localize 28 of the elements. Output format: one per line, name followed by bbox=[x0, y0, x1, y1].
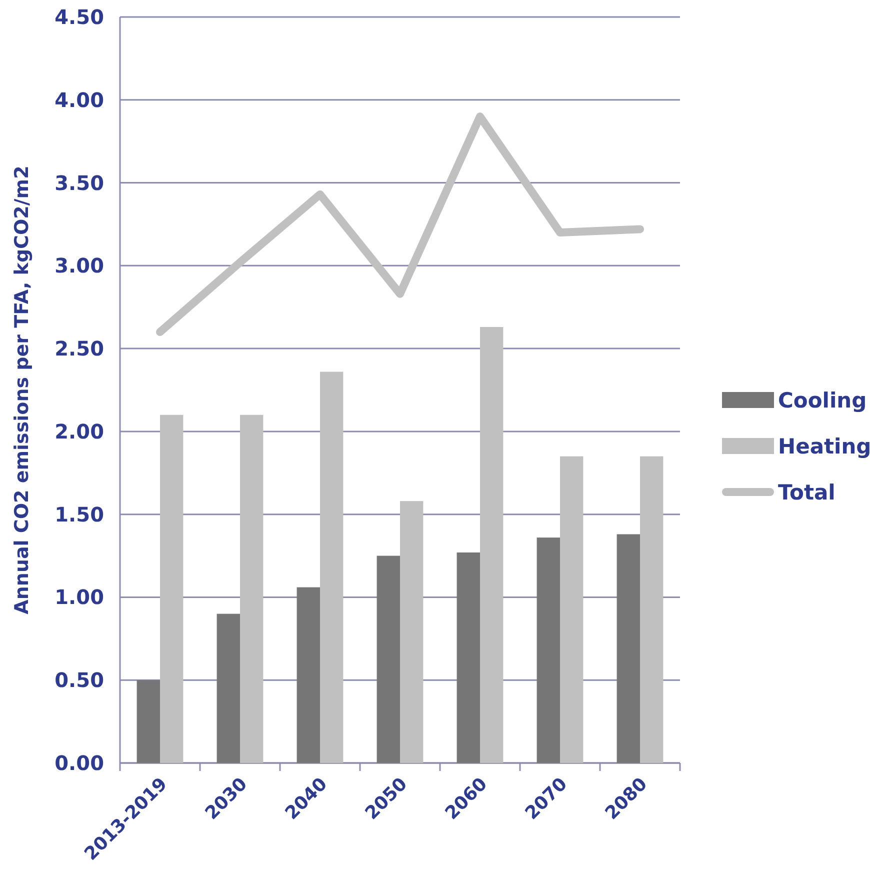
y-tick-label: 2.00 bbox=[54, 419, 104, 444]
bar bbox=[136, 680, 160, 763]
y-tick-label: 0.50 bbox=[54, 668, 104, 692]
bar bbox=[400, 501, 424, 763]
y-tick-label: 3.50 bbox=[54, 170, 104, 195]
y-tick-label: 1.00 bbox=[54, 585, 104, 610]
bar bbox=[376, 556, 400, 763]
bar bbox=[616, 534, 640, 763]
legend-label: Total bbox=[778, 480, 836, 504]
bar bbox=[480, 327, 504, 763]
bar bbox=[456, 552, 480, 763]
legend-label: Cooling bbox=[778, 388, 867, 412]
y-tick-label: 3.00 bbox=[54, 254, 104, 278]
bar bbox=[320, 372, 344, 763]
legend-label: Heating bbox=[778, 434, 870, 458]
y-tick-label: 4.50 bbox=[54, 5, 104, 29]
y-tick-label: 1.50 bbox=[54, 502, 104, 526]
bar bbox=[536, 538, 560, 763]
y-tick-label: 0.00 bbox=[54, 751, 104, 775]
bar bbox=[160, 414, 184, 763]
bar bbox=[640, 456, 664, 763]
bar bbox=[240, 414, 264, 763]
bar bbox=[560, 456, 584, 763]
y-tick-label: 4.00 bbox=[54, 88, 104, 112]
y-tick-label: 2.50 bbox=[54, 336, 104, 361]
bar bbox=[216, 614, 240, 763]
bar bbox=[296, 587, 320, 763]
y-axis-title: Annual CO2 emissions per TFA, kgCO2/m2 bbox=[11, 166, 33, 614]
